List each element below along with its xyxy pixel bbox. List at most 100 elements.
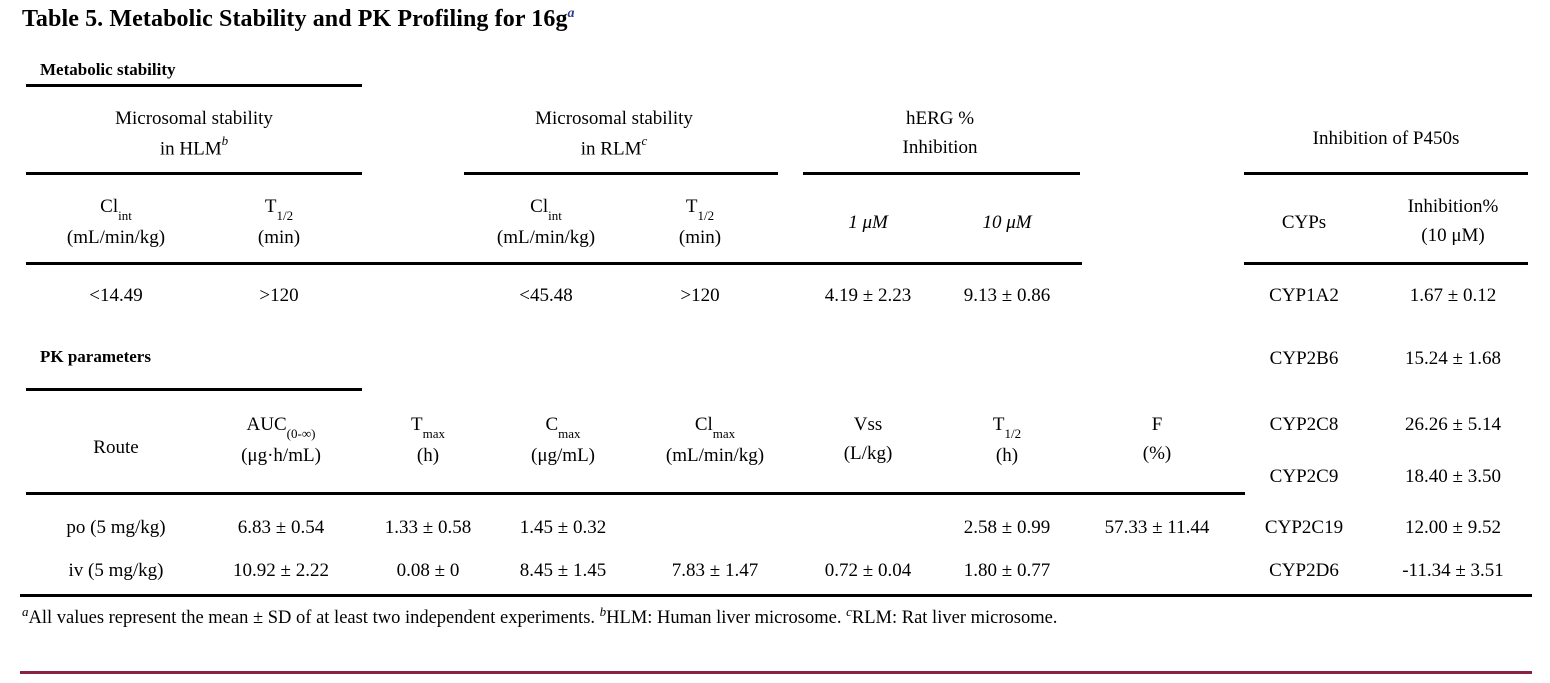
value-hlm-clint: <14.49	[89, 285, 143, 306]
value-cyp-name: CYP2C8	[1269, 414, 1339, 435]
column-header-hlm-thalf: T1/2 (min)	[258, 192, 300, 252]
column-header-auc-symbol: AUC	[246, 414, 287, 435]
rule-under-pk-parameters	[26, 388, 362, 391]
rule-under-p450-group	[1244, 172, 1528, 175]
column-header-cmax-subscript: max	[558, 425, 581, 441]
page-title-text: Table 5. Metabolic Stability and PK Prof…	[22, 6, 568, 32]
column-header-cmax: Cmax (μg/mL)	[531, 410, 595, 470]
rule-under-rlm-group	[464, 172, 778, 175]
value-cyp-name: CYP2B6	[1269, 348, 1339, 369]
value-hlm-thalf: >120	[259, 285, 299, 306]
rule-under-hlm-group	[26, 172, 362, 175]
footnote-text-c: RLM: Rat liver microsome.	[851, 608, 1058, 629]
column-header-auc-unit: (μg·h/mL)	[241, 444, 321, 466]
value-rlm-clint: <45.48	[519, 285, 573, 306]
value-rlm-thalf: >120	[680, 285, 720, 306]
value-pk-route: po (5 mg/kg)	[66, 517, 166, 538]
rule-under-metabolic-stability	[26, 84, 362, 87]
rule-table-bottom	[20, 594, 1532, 597]
table-footnote: aAll values represent the mean ± SD of a…	[22, 604, 1532, 629]
page-title-superscript: a	[567, 6, 575, 21]
section-label-metabolic-stability: Metabolic stability	[40, 60, 176, 79]
column-header-rlm-thalf-subscript: 1/2	[697, 207, 715, 223]
column-header-bioavailability: F (%)	[1143, 410, 1171, 469]
group-header-rlm-note: c	[641, 133, 648, 149]
footnote-text-b: HLM: Human liver microsome.	[606, 608, 847, 629]
value-pk-tmax: 1.33 ± 0.58	[384, 517, 472, 538]
column-header-herg-10um: 10 μM	[982, 212, 1031, 234]
value-pk-route: iv (5 mg/kg)	[68, 560, 164, 581]
rule-under-pk-headers	[26, 492, 1245, 495]
rule-under-p450-headers	[1244, 262, 1528, 265]
value-pk-thalf: 2.58 ± 0.99	[963, 517, 1051, 538]
value-herg-10um: 9.13 ± 0.86	[963, 285, 1051, 306]
value-pk-thalf: 1.80 ± 0.77	[963, 560, 1051, 581]
group-header-hlm-note: b	[221, 133, 229, 149]
group-header-p450: Inhibition of P450s	[1313, 128, 1460, 150]
column-header-rlm-clint-unit: (mL/min/kg)	[496, 226, 596, 248]
column-header-clmax-subscript: max	[712, 425, 736, 441]
rule-under-metabolic-headers	[26, 262, 1082, 265]
value-pk-auc: 10.92 ± 2.22	[233, 560, 329, 581]
value-pk-auc: 6.83 ± 0.54	[237, 517, 325, 538]
column-header-vss-symbol: Vss	[853, 414, 883, 435]
column-header-rlm-thalf-symbol: T	[685, 196, 698, 217]
column-header-hlm-clint: Clint (mL/min/kg)	[67, 192, 165, 252]
section-label-pk-parameters: PK parameters	[40, 347, 151, 366]
column-header-hlm-thalf-subscript: 1/2	[276, 207, 294, 223]
value-pk-clmax: 7.83 ± 1.47	[671, 560, 759, 581]
footnote-mark-a: a	[22, 604, 29, 619]
column-header-vss: Vss (L/kg)	[844, 410, 893, 469]
group-header-herg-line2: Inhibition	[902, 137, 978, 159]
column-header-thalf: T1/2 (h)	[993, 410, 1021, 470]
column-header-hlm-clint-symbol: Cl	[100, 196, 119, 217]
column-header-auc-subscript: (0-∞)	[286, 425, 316, 441]
column-header-cmax-unit: (μg/mL)	[530, 444, 596, 466]
column-header-cmax-symbol: C	[545, 414, 559, 435]
column-header-bioavailability-unit: (%)	[1142, 443, 1172, 465]
group-header-p450-text: Inhibition of P450s	[1312, 128, 1460, 149]
column-header-bioavailability-symbol: F	[1151, 414, 1163, 435]
column-header-rlm-clint-symbol: Cl	[530, 196, 549, 217]
column-header-thalf-subscript: 1/2	[1004, 425, 1022, 441]
column-header-tmax-symbol: T	[411, 414, 423, 435]
column-header-vss-unit: (L/kg)	[843, 443, 893, 465]
column-header-cyps-text: CYPs	[1281, 212, 1327, 233]
value-pk-cmax: 1.45 ± 0.32	[519, 517, 607, 538]
footnote-mark-b: b	[599, 604, 607, 619]
rule-under-herg-group	[803, 172, 1080, 175]
column-header-tmax-subscript: max	[422, 425, 445, 441]
column-header-route: Route	[93, 437, 138, 459]
column-header-hlm-thalf-symbol: T	[264, 196, 277, 217]
column-header-tmax-unit: (h)	[416, 444, 440, 466]
value-cyp-name: CYP1A2	[1269, 285, 1339, 306]
group-header-hlm-line1: Microsomal stability	[115, 108, 273, 129]
column-header-rlm-clint: Clint (mL/min/kg)	[497, 192, 595, 252]
group-header-hlm-line2: in HLM	[159, 138, 222, 160]
value-pk-bioavailability: 57.33 ± 11.44	[1104, 517, 1210, 538]
column-header-inhibition-pct-line1: Inhibition%	[1407, 196, 1499, 217]
column-header-route-text: Route	[93, 437, 139, 458]
value-cyp-inhibition: 15.24 ± 1.68	[1405, 348, 1501, 369]
value-pk-tmax: 0.08 ± 0	[396, 560, 460, 581]
value-cyp-name: CYP2D6	[1269, 560, 1339, 581]
column-header-hlm-clint-subscript: int	[118, 207, 132, 223]
footnote-text-a: All values represent the mean ± SD of at…	[28, 608, 600, 629]
value-herg-1um: 4.19 ± 2.23	[824, 285, 912, 306]
group-header-rlm: Microsomal stability in RLMc	[535, 104, 693, 164]
column-header-rlm-thalf: T1/2 (min)	[679, 192, 721, 252]
column-header-thalf-symbol: T	[992, 414, 1005, 435]
column-header-clmax: Clmax (mL/min/kg)	[666, 410, 764, 470]
group-header-rlm-line2: in RLM	[580, 138, 642, 160]
column-header-rlm-thalf-unit: (min)	[678, 226, 722, 248]
column-header-auc: AUC(0-∞) (μg·h/mL)	[241, 410, 321, 470]
value-cyp-inhibition: 12.00 ± 9.52	[1405, 517, 1501, 538]
column-header-inhibition-pct-line2: (10 μM)	[1421, 225, 1485, 247]
footnote-mark-c: c	[846, 604, 852, 619]
column-header-thalf-unit: (h)	[995, 444, 1019, 466]
value-cyp-name: CYP2C9	[1269, 466, 1339, 487]
value-cyp-name: CYP2C19	[1264, 517, 1344, 538]
value-cyp-inhibition: 18.40 ± 3.50	[1405, 466, 1501, 487]
value-cyp-inhibition: -11.34 ± 3.51	[1402, 560, 1504, 581]
group-header-hlm: Microsomal stability in HLMb	[115, 104, 273, 164]
